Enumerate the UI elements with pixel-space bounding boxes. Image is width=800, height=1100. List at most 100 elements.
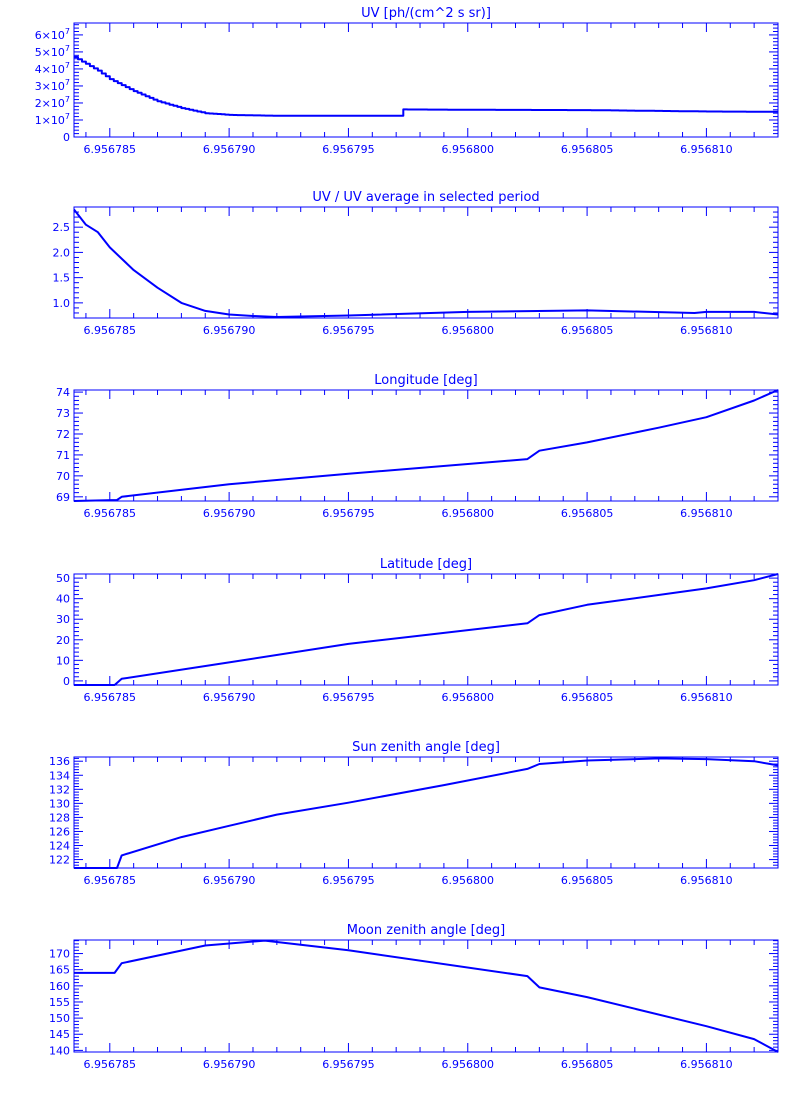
plot-frame — [73, 389, 779, 502]
panel-title: UV [ph/(cm^2 s sr)] — [361, 6, 491, 21]
y-tick-label-base: 6×10 — [35, 29, 65, 42]
y-tick-label-base: 2.0 — [53, 246, 71, 259]
x-tick-label: 6.956800 — [442, 874, 495, 887]
y-tick-label-base: 128 — [49, 811, 70, 824]
y-tick-label-exponent: 7 — [65, 78, 70, 87]
y-tick-label-base: 136 — [49, 755, 70, 768]
x-tick-label: 6.956785 — [84, 143, 137, 156]
y-tick-label-exponent: 7 — [65, 61, 70, 70]
y-tick-label-base: 132 — [49, 783, 70, 796]
y-tick-label-base: 160 — [49, 980, 70, 993]
y-tick-label-base: 130 — [49, 797, 70, 810]
x-tick-label: 6.956800 — [442, 691, 495, 704]
y-tick-label-base: 134 — [49, 769, 70, 782]
x-tick-label: 6.956810 — [680, 324, 733, 337]
y-tick-label: 126 — [49, 825, 70, 838]
x-tick-label: 6.956795 — [322, 874, 375, 887]
y-tick-label: 140 — [49, 1044, 70, 1057]
x-tick-label: 6.956790 — [203, 874, 256, 887]
x-tick-label: 6.956795 — [322, 691, 375, 704]
x-tick-label: 6.956790 — [203, 691, 256, 704]
y-tick-label-base: 50 — [56, 572, 70, 585]
y-tick-label: 69 — [56, 491, 70, 504]
y-tick-label-base: 126 — [49, 825, 70, 838]
panel-title: UV / UV average in selected period — [312, 190, 539, 205]
x-tick-label: 6.956805 — [561, 507, 614, 520]
y-tick-label-exponent: 7 — [65, 27, 70, 36]
y-tick-label-base: 1.5 — [53, 272, 71, 285]
x-tick-label: 6.956795 — [322, 324, 375, 337]
y-tick-label-base: 0 — [63, 131, 70, 144]
panel-title: Sun zenith angle [deg] — [352, 740, 500, 755]
y-tick-label-base: 72 — [56, 428, 70, 441]
x-tick-label: 6.956785 — [84, 507, 137, 520]
y-tick-label-base: 5×10 — [35, 46, 65, 59]
y-tick-label: 145 — [49, 1028, 70, 1041]
y-tick-label: 160 — [49, 980, 70, 993]
x-tick-label: 6.956785 — [84, 691, 137, 704]
y-tick-label: 136 — [49, 755, 70, 768]
x-tick-label: 6.956790 — [203, 507, 256, 520]
y-tick-label: 5×107 — [35, 44, 70, 59]
y-tick-label: 1×107 — [35, 112, 70, 127]
panel-1: UV [ph/(cm^2 s sr)] 6.956785 6.956790 6.956… — [35, 6, 779, 156]
y-tick-label-base: 70 — [56, 470, 70, 483]
x-tick-label: 6.956785 — [84, 1058, 137, 1071]
y-tick-label: 165 — [49, 964, 70, 977]
y-tick-label: 2.0 — [53, 246, 71, 259]
x-tick-label: 6.956790 — [203, 143, 256, 156]
x-tick-label: 6.956790 — [203, 1058, 256, 1071]
y-tick-label: 4×107 — [35, 61, 70, 76]
y-tick-label: 40 — [56, 593, 70, 606]
x-tick-label: 6.956805 — [561, 691, 614, 704]
x-tick-label: 6.956810 — [680, 507, 733, 520]
x-tick-label: 6.956805 — [561, 1058, 614, 1071]
x-tick-label: 6.956795 — [322, 143, 375, 156]
y-tick-label-base: 1.0 — [53, 297, 71, 310]
x-tick-label: 6.956800 — [442, 143, 495, 156]
y-tick-label-exponent: 7 — [65, 95, 70, 104]
y-tick-label-base: 3×10 — [35, 80, 65, 93]
plot-frame — [73, 573, 779, 686]
y-tick-label: 10 — [56, 654, 70, 667]
panel-title: Longitude [deg] — [374, 373, 477, 388]
y-tick-label: 72 — [56, 428, 70, 441]
y-tick-label: 0 — [63, 131, 70, 144]
data-series-line — [74, 757, 779, 869]
x-tick-label: 6.956800 — [442, 507, 495, 520]
panel-4: Latitude [deg] 6.956785 6.956790 6.956795 6.… — [56, 557, 779, 704]
x-tick-label: 6.956810 — [680, 691, 733, 704]
y-tick-label: 1.5 — [53, 272, 71, 285]
x-tick-label: 6.956795 — [322, 1058, 375, 1071]
y-tick-label-base: 1×10 — [35, 114, 65, 127]
panel-3: Longitude [deg] 6.956785 6.956790 6.956795 6… — [56, 373, 779, 520]
y-tick-label: 2×107 — [35, 95, 70, 110]
y-tick-label: 70 — [56, 470, 70, 483]
panel-title: Latitude [deg] — [380, 557, 472, 572]
plot-frame — [73, 756, 779, 869]
x-tick-label: 6.956800 — [442, 1058, 495, 1071]
y-tick-label-base: 0 — [63, 675, 70, 688]
y-tick-label: 71 — [56, 449, 70, 462]
y-tick-label: 20 — [56, 634, 70, 647]
x-tick-label: 6.956805 — [561, 143, 614, 156]
y-tick-label-base: 2.5 — [53, 221, 71, 234]
y-tick-label-base: 155 — [49, 996, 70, 1009]
data-series-line — [73, 208, 779, 318]
y-tick-label-base: 69 — [56, 491, 70, 504]
y-tick-label: 170 — [49, 948, 70, 961]
x-tick-label: 6.956800 — [442, 324, 495, 337]
panel-6: Moon zenith angle [deg] 6.956785 6.956790 6… — [49, 923, 779, 1071]
panel-2: UV / UV average in selected period 6.9567… — [53, 190, 779, 337]
y-tick-label: 73 — [56, 407, 70, 420]
y-tick-label-base: 10 — [56, 654, 70, 667]
x-tick-label: 6.956785 — [84, 874, 137, 887]
y-tick-label-base: 4×10 — [35, 63, 65, 76]
y-tick-label: 30 — [56, 613, 70, 626]
y-tick-label: 3×107 — [35, 78, 70, 93]
y-tick-label-base: 140 — [49, 1044, 70, 1057]
y-tick-label: 0 — [63, 675, 70, 688]
y-tick-label: 50 — [56, 572, 70, 585]
y-tick-label: 132 — [49, 783, 70, 796]
